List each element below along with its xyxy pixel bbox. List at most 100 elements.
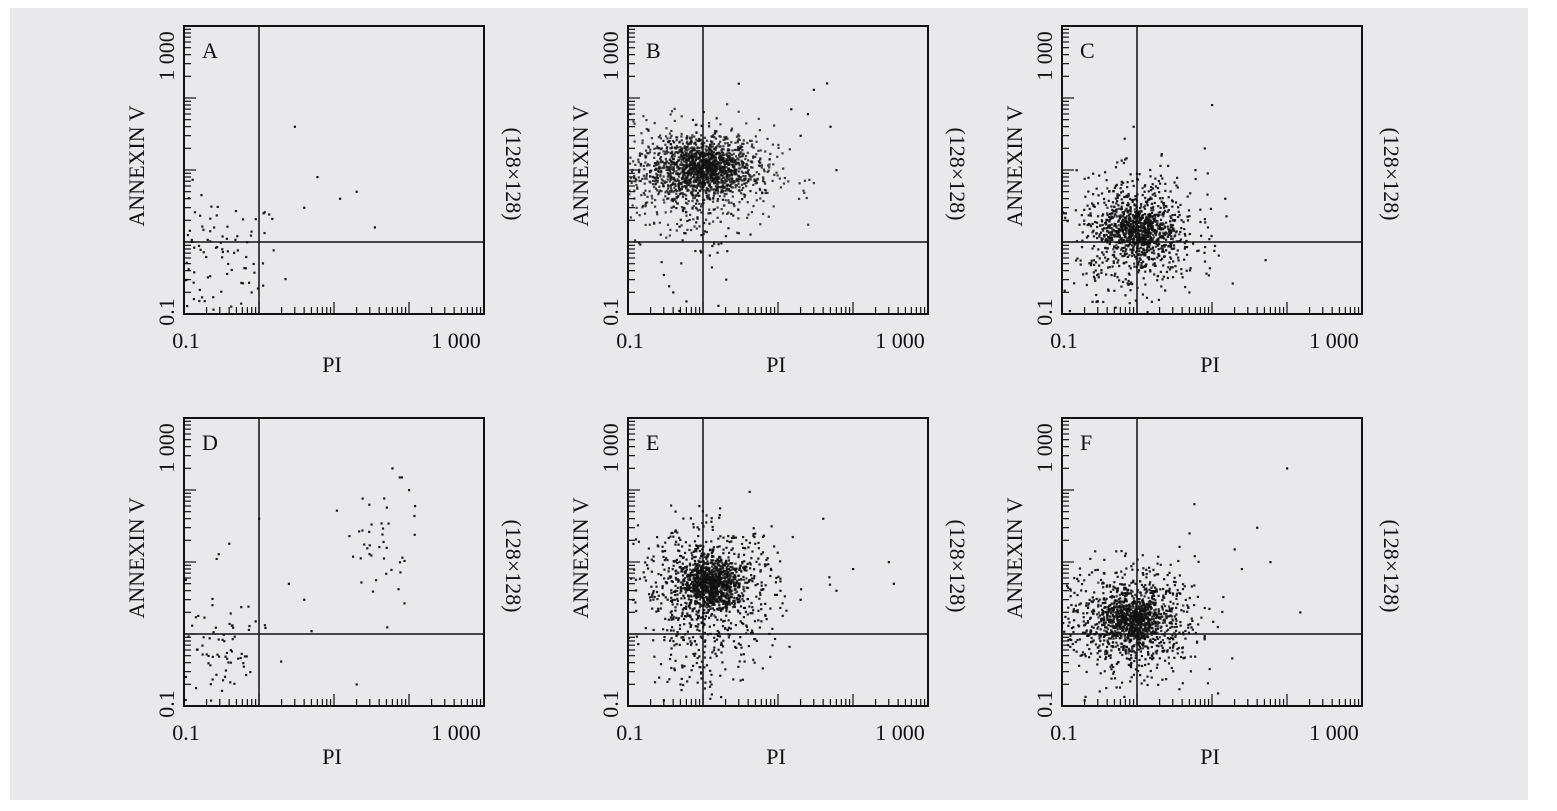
event-point xyxy=(688,213,692,216)
event-point xyxy=(1143,212,1147,216)
event-point xyxy=(1151,237,1154,240)
event-point xyxy=(229,612,232,615)
event-point xyxy=(699,154,702,157)
event-point xyxy=(751,631,754,634)
event-point xyxy=(788,645,791,648)
event-point xyxy=(654,187,658,190)
event-point xyxy=(759,570,762,573)
event-point xyxy=(1162,206,1166,209)
event-point xyxy=(652,628,655,632)
event-point xyxy=(725,169,728,173)
event-point xyxy=(725,188,728,191)
event-point xyxy=(695,587,698,590)
event-point xyxy=(201,644,204,647)
event-point xyxy=(630,181,633,185)
event-point xyxy=(724,235,728,238)
event-point xyxy=(206,276,210,279)
event-point xyxy=(630,171,633,174)
event-point xyxy=(719,588,722,591)
event-point xyxy=(664,195,667,198)
event-point xyxy=(1074,209,1078,212)
event-point xyxy=(732,165,735,168)
event-point xyxy=(1104,246,1107,249)
event-point xyxy=(712,592,715,595)
event-point xyxy=(696,209,699,212)
event-point xyxy=(750,139,753,142)
event-point xyxy=(1231,282,1234,285)
event-point xyxy=(225,651,229,655)
event-point xyxy=(737,162,740,165)
event-point xyxy=(632,542,635,545)
event-point xyxy=(741,171,744,175)
event-point xyxy=(706,172,709,175)
event-point xyxy=(762,212,765,216)
event-point xyxy=(741,152,744,155)
event-point xyxy=(734,588,737,591)
event-point xyxy=(658,185,661,188)
event-point xyxy=(735,179,739,183)
event-point xyxy=(680,135,683,138)
event-point xyxy=(720,607,723,610)
event-point xyxy=(763,170,766,173)
event-point xyxy=(1208,238,1211,241)
event-point xyxy=(199,248,202,251)
event-point xyxy=(631,168,634,172)
event-point xyxy=(706,197,709,200)
event-point xyxy=(370,554,373,557)
event-point xyxy=(694,652,697,655)
event-point xyxy=(719,220,722,223)
event-point xyxy=(695,207,698,210)
event-point xyxy=(759,149,762,152)
event-point xyxy=(718,145,721,148)
event-point xyxy=(216,246,219,249)
event-point xyxy=(374,579,378,582)
event-point xyxy=(773,173,776,176)
event-point xyxy=(683,147,687,150)
event-point xyxy=(686,228,689,232)
y-tick-label-max: 1 000 xyxy=(154,31,179,81)
event-point xyxy=(659,233,662,236)
event-point xyxy=(671,603,674,606)
event-point xyxy=(777,146,780,150)
event-point xyxy=(684,232,687,235)
event-point xyxy=(742,139,745,142)
event-point xyxy=(1141,253,1144,256)
event-point xyxy=(193,211,197,214)
event-point xyxy=(687,598,690,601)
event-point xyxy=(705,568,708,572)
event-point xyxy=(1152,228,1155,232)
event-point xyxy=(660,147,664,150)
event-point xyxy=(718,573,721,577)
event-point xyxy=(635,178,638,182)
event-point xyxy=(1130,224,1133,227)
event-point xyxy=(710,158,714,161)
event-point xyxy=(694,159,698,162)
event-point xyxy=(725,562,728,565)
event-point xyxy=(666,598,669,601)
event-point xyxy=(631,204,634,207)
event-point xyxy=(725,560,728,563)
event-point xyxy=(1177,256,1180,259)
event-point xyxy=(688,136,691,139)
event-point xyxy=(683,571,686,574)
event-point xyxy=(755,199,758,202)
event-point xyxy=(1141,252,1144,255)
event-point xyxy=(693,135,696,138)
event-point xyxy=(1127,217,1130,220)
event-point xyxy=(704,605,707,608)
event-point xyxy=(673,162,676,165)
event-point xyxy=(672,190,675,193)
event-point xyxy=(1169,223,1173,226)
event-point xyxy=(1149,196,1152,199)
event-point xyxy=(1131,241,1134,244)
event-point xyxy=(1161,197,1164,200)
event-point xyxy=(1141,266,1144,269)
event-point xyxy=(697,162,700,165)
event-point xyxy=(676,195,679,198)
event-point xyxy=(1147,213,1150,216)
event-point xyxy=(1159,222,1162,225)
event-point xyxy=(698,189,701,192)
event-point xyxy=(214,246,217,249)
event-point xyxy=(681,587,684,590)
event-point xyxy=(711,548,714,552)
